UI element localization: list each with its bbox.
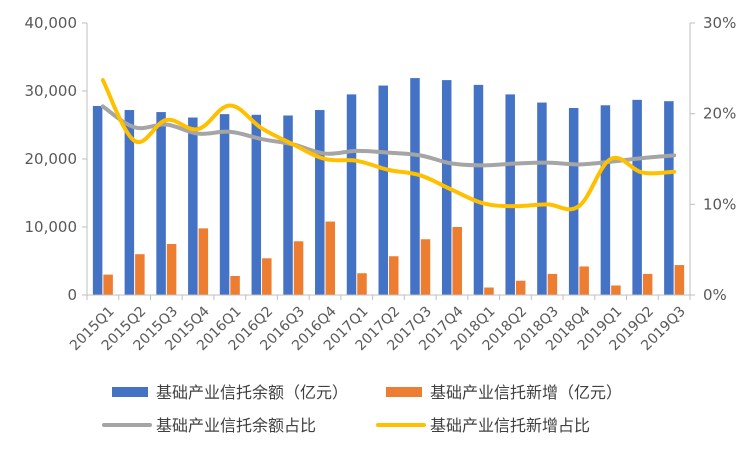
bar-balance-4	[219, 114, 230, 296]
right-tick-label-3: 30%	[703, 14, 736, 32]
bar-balance-7	[315, 110, 325, 295]
lines-layer	[100, 78, 677, 212]
left-tick-label-1: 10,000	[25, 218, 78, 236]
legend-item-1: 基础产业信托新增（亿元）	[386, 383, 622, 402]
bar-new-1	[135, 254, 145, 295]
bar-new-11	[452, 227, 462, 295]
bar-balance-14	[537, 102, 547, 295]
bar-new-9	[389, 256, 399, 295]
bar-balance-12	[473, 84, 484, 295]
line-new-share	[100, 78, 677, 212]
legend-label-1: 基础产业信托新增（亿元）	[430, 383, 622, 402]
bar-new-13	[515, 280, 526, 295]
bar-balance-1	[124, 110, 135, 295]
bar-balance-17	[632, 99, 642, 295]
left-tick-label-2: 20,000	[25, 150, 78, 168]
bar-balance-3	[188, 117, 198, 296]
bar-balance-13	[505, 94, 515, 296]
legend-swatch-0	[112, 387, 148, 397]
legend-label-3: 基础产业信托新增占比	[430, 416, 590, 435]
legend-label-0: 基础产业信托余额（亿元）	[156, 383, 348, 402]
left-tick-label-0: 0	[67, 286, 77, 304]
bar-new-5	[262, 258, 272, 295]
bars-layer	[92, 78, 685, 296]
bar-balance-10	[410, 78, 420, 295]
bar-balance-15	[568, 108, 579, 295]
bar-new-12	[484, 287, 494, 295]
bar-balance-6	[283, 115, 293, 295]
bar-new-0	[103, 274, 113, 295]
bar-balance-16	[600, 105, 611, 295]
bar-new-3	[198, 228, 209, 295]
bar-balance-18	[664, 101, 674, 295]
right-tick-label-1: 10%	[703, 195, 736, 213]
legend-label-2: 基础产业信托余额占比	[156, 416, 316, 435]
bar-new-15	[579, 266, 589, 295]
bar-balance-5	[251, 114, 262, 295]
line-balance-share	[100, 104, 677, 168]
bar-new-18	[674, 265, 685, 295]
right-tick-label-0: 0%	[703, 286, 727, 304]
bar-balance-8	[346, 94, 357, 296]
legend-item-0: 基础产业信托余额（亿元）	[112, 383, 348, 402]
bar-balance-2	[156, 112, 166, 295]
bar-new-8	[357, 273, 367, 295]
bar-new-7	[325, 221, 336, 295]
bar-new-17	[642, 273, 653, 295]
legend-swatch-1	[386, 387, 422, 397]
right-tick-label-2: 20%	[703, 105, 736, 123]
bar-new-10	[420, 239, 431, 295]
bar-balance-9	[378, 85, 388, 295]
bar-new-6	[293, 241, 304, 295]
bar-new-4	[230, 275, 240, 295]
legend-item-3: 基础产业信托新增占比	[376, 416, 590, 435]
bar-new-14	[547, 273, 558, 295]
bar-new-2	[166, 244, 177, 295]
legend: 基础产业信托余额（亿元） 基础产业信托新增（亿元） 基础产业信托余额占比 基础产业信托…	[102, 383, 622, 435]
left-tick-label-4: 40,000	[25, 14, 78, 32]
left-tick-label-3: 30,000	[25, 82, 78, 100]
bar-balance-0	[92, 105, 103, 296]
legend-item-2: 基础产业信托余额占比	[102, 416, 316, 435]
bar-new-16	[611, 285, 621, 295]
